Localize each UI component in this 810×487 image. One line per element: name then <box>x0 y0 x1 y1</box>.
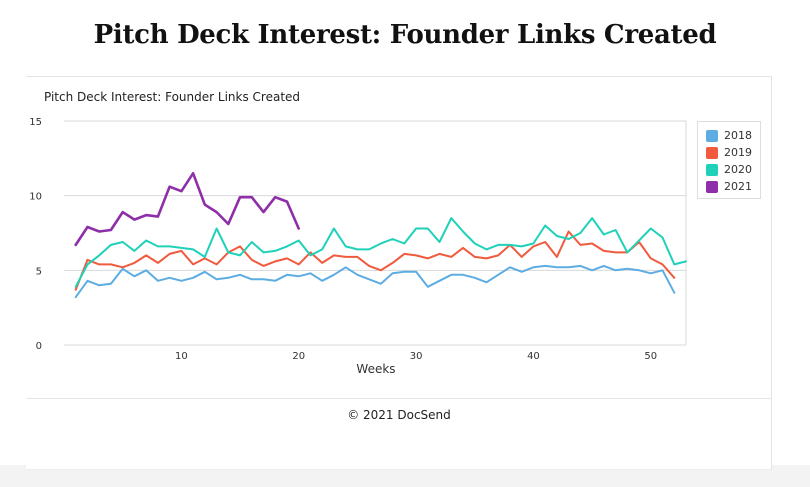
series-line-2021 <box>74 172 301 247</box>
gridlines <box>64 120 687 346</box>
y-tick-label: 0 <box>36 341 42 352</box>
legend-label: 2019 <box>724 146 752 159</box>
legend-swatch <box>706 129 718 142</box>
x-tick-label: 40 <box>527 351 540 362</box>
page-title: Pitch Deck Interest: Founder Links Creat… <box>93 20 717 50</box>
y-tick-label: 10 <box>29 192 42 203</box>
legend-label: 2020 <box>724 163 752 176</box>
legend-item-2018[interactable]: 2018 <box>698 127 760 144</box>
page-bottom-strip <box>0 465 810 487</box>
series-line-2020 <box>74 217 687 288</box>
y-tick-labels: 0 5 10 15 <box>29 117 42 352</box>
legend-swatch <box>706 146 718 159</box>
x-tick-label: 50 <box>644 351 657 362</box>
series-lines <box>74 172 687 299</box>
y-tick-label: 15 <box>29 117 42 128</box>
legend-label: 2018 <box>724 129 752 142</box>
x-tick-labels: 10 20 30 40 50 <box>175 351 657 362</box>
legend-swatch <box>706 180 718 193</box>
legend-label: 2021 <box>724 180 752 193</box>
chart-card: Pitch Deck Interest: Founder Links Creat… <box>26 76 772 470</box>
series-line-2019 <box>74 230 676 291</box>
chart-legend: 2018 2019 2020 2021 <box>697 121 761 199</box>
footer-divider <box>26 398 772 399</box>
legend-item-2019[interactable]: 2019 <box>698 144 760 161</box>
x-tick-label: 30 <box>410 351 423 362</box>
footer-copyright: © 2021 DocSend <box>347 408 451 422</box>
x-tick-label: 10 <box>175 351 188 362</box>
x-axis-label: Weeks <box>356 362 395 376</box>
chart-title: Pitch Deck Interest: Founder Links Creat… <box>44 90 300 104</box>
legend-item-2021[interactable]: 2021 <box>698 178 760 195</box>
series-line-2018 <box>74 264 676 299</box>
line-chart: Pitch Deck Interest: Founder Links Creat… <box>29 90 687 376</box>
legend-swatch <box>706 163 718 176</box>
y-tick-label: 5 <box>36 266 42 277</box>
legend-item-2020[interactable]: 2020 <box>698 161 760 178</box>
x-tick-label: 20 <box>292 351 305 362</box>
